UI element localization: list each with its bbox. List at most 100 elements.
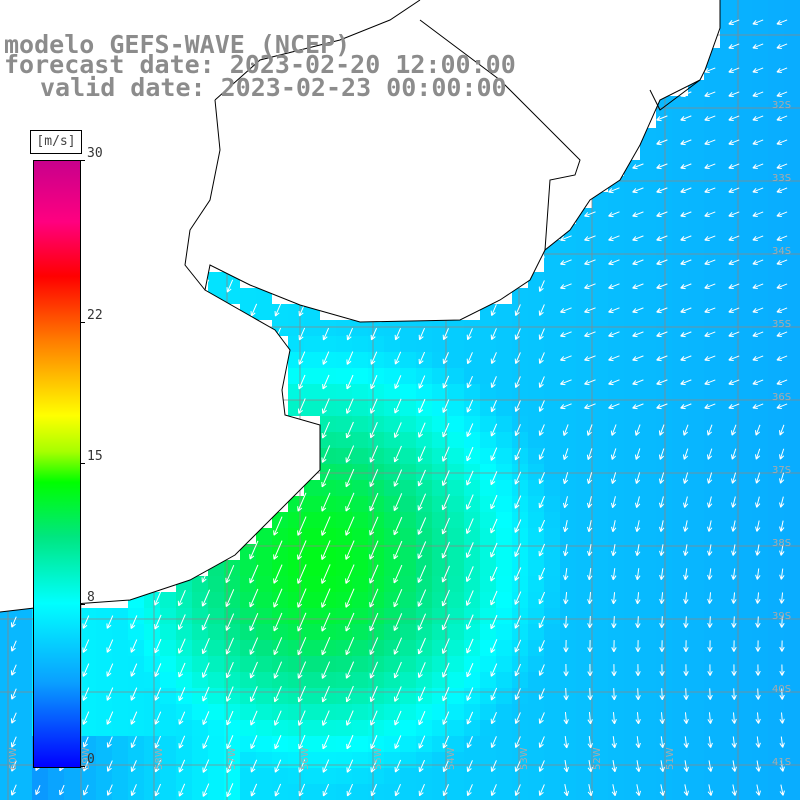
speed-cell [640, 752, 656, 768]
speed-cell [560, 240, 576, 256]
colorbar-unit-label: [m/s] [30, 130, 82, 154]
speed-cell [640, 416, 656, 432]
speed-cell [496, 608, 512, 624]
wind-arrow [130, 687, 138, 701]
speed-cell [704, 480, 720, 496]
speed-cell [720, 400, 736, 416]
speed-cell [688, 640, 704, 656]
speed-cell [304, 512, 320, 528]
wind-arrow [345, 564, 355, 584]
wind-arrow [586, 448, 593, 460]
speed-cell [240, 544, 256, 560]
speed-cell [640, 192, 656, 208]
speed-cell [416, 656, 432, 672]
speed-cell [448, 512, 464, 528]
wind-arrow [345, 588, 355, 608]
lat-label: 41S [772, 757, 791, 768]
wind-arrow [417, 637, 426, 655]
colorbar-tick-label: 30 [87, 146, 103, 161]
speed-cell [16, 704, 32, 720]
speed-cell [544, 688, 560, 704]
speed-cell [688, 224, 704, 240]
speed-cell [592, 256, 608, 272]
speed-cell [480, 736, 496, 752]
wind-arrow [201, 589, 211, 607]
speed-cell [256, 576, 272, 592]
speed-cell [720, 240, 736, 256]
speed-cell [208, 768, 224, 784]
speed-cell [768, 416, 784, 432]
speed-cell [576, 576, 592, 592]
speed-cell [720, 336, 736, 352]
speed-cell [368, 592, 384, 608]
wind-arrow [728, 67, 740, 74]
speed-cell [288, 624, 304, 640]
land-area [0, 0, 720, 612]
speed-cell [336, 528, 352, 544]
speed-cell [512, 464, 528, 480]
speed-cell [784, 112, 800, 128]
speed-cell [512, 432, 528, 448]
wind-arrow [635, 760, 641, 773]
speed-cell [784, 32, 800, 48]
speed-cell [112, 688, 128, 704]
speed-cell [720, 528, 736, 544]
wind-arrow [632, 163, 644, 170]
speed-cell [656, 160, 672, 176]
speed-cell [752, 48, 768, 64]
speed-cell [368, 544, 384, 560]
wind-arrow [731, 760, 737, 772]
wind-arrow [755, 568, 761, 580]
speed-cell [496, 672, 512, 688]
wind-arrow [490, 614, 498, 630]
wind-arrow [707, 664, 713, 676]
wind-arrow [752, 403, 764, 410]
wind-arrow [418, 328, 425, 341]
speed-cell [688, 240, 704, 256]
speed-cell [704, 672, 720, 688]
speed-cell [624, 656, 640, 672]
speed-cell [352, 512, 368, 528]
wind-arrow [779, 568, 785, 580]
speed-cell [192, 592, 208, 608]
wind-arrow [682, 496, 689, 508]
speed-cell [544, 704, 560, 720]
border-line [214, 0, 421, 101]
wind-arrow [752, 211, 764, 218]
speed-cell [784, 48, 800, 64]
wind-arrow [369, 637, 379, 655]
speed-cell [784, 240, 800, 256]
speed-cell [400, 512, 416, 528]
speed-cell [80, 720, 96, 736]
speed-cell [240, 704, 256, 720]
wind-arrow [202, 759, 210, 773]
speed-cell [528, 736, 544, 752]
wind-arrow [587, 568, 593, 581]
speed-cell [624, 384, 640, 400]
speed-cell [304, 384, 320, 400]
speed-cell [480, 416, 496, 432]
speed-cell [768, 0, 784, 16]
speed-cell [512, 768, 528, 784]
wind-arrow [682, 424, 689, 436]
speed-cell [208, 624, 224, 640]
speed-cell [768, 48, 784, 64]
speed-cell [256, 528, 272, 544]
speed-cell [560, 496, 576, 512]
speed-cell [704, 176, 720, 192]
speed-cell [400, 336, 416, 352]
speed-cell [560, 608, 576, 624]
wind-arrow [634, 496, 641, 508]
speed-cell [736, 256, 752, 272]
speed-cell [656, 560, 672, 576]
speed-cell [720, 432, 736, 448]
speed-cell [352, 480, 368, 496]
wind-arrow [656, 139, 668, 146]
speed-cell [224, 288, 240, 304]
wind-arrow [704, 139, 716, 146]
wind-arrow [369, 421, 378, 439]
speed-cell [736, 192, 752, 208]
wind-arrow [659, 568, 665, 581]
speed-cell [768, 544, 784, 560]
wind-arrow [466, 638, 474, 654]
